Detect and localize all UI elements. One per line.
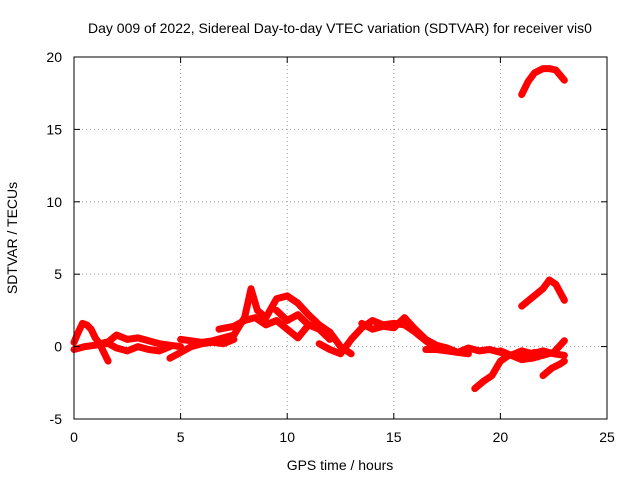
y-tick-label: 10 bbox=[46, 194, 62, 210]
series-line-satellite-track-c bbox=[102, 331, 185, 351]
series-line-satellite-track-g bbox=[273, 306, 355, 358]
series-line-satellite-track-m bbox=[539, 357, 568, 380]
y-tick-label: 5 bbox=[54, 266, 62, 282]
x-axis-label: GPS time / hours bbox=[287, 457, 394, 473]
series-line-satellite-track-l bbox=[496, 337, 568, 364]
x-tick-label: 25 bbox=[599, 429, 615, 445]
ticks bbox=[73, 56, 608, 420]
chart-title: Day 009 of 2022, Sidereal Day-to-day VTE… bbox=[88, 20, 592, 36]
series-line-satellite-track-n bbox=[518, 276, 568, 310]
series-line-satellite-track-b bbox=[70, 338, 174, 355]
y-tick-label: 0 bbox=[54, 339, 62, 355]
x-tick-label: 0 bbox=[70, 429, 78, 445]
series-line-satellite-track-o bbox=[518, 65, 568, 99]
y-tick-label: 15 bbox=[46, 121, 62, 137]
series-line-satellite-track-e bbox=[177, 285, 334, 346]
series-layer bbox=[70, 65, 568, 393]
x-tick-label: 5 bbox=[177, 429, 185, 445]
series-line-satellite-track-a bbox=[70, 319, 112, 365]
x-tick-label: 15 bbox=[386, 429, 402, 445]
grid bbox=[74, 57, 607, 419]
y-tick-label: 20 bbox=[46, 49, 62, 65]
y-axis-label: SDTVAR / TECUs bbox=[4, 182, 20, 294]
x-tick-label: 20 bbox=[493, 429, 509, 445]
y-tick-label: -5 bbox=[50, 411, 63, 427]
x-tick-label: 10 bbox=[279, 429, 295, 445]
y-tick-labels: -5 0 5 10 15 20 bbox=[46, 49, 62, 427]
x-tick-labels: 0 5 10 15 20 25 bbox=[70, 429, 615, 445]
plot-frame bbox=[73, 56, 608, 420]
